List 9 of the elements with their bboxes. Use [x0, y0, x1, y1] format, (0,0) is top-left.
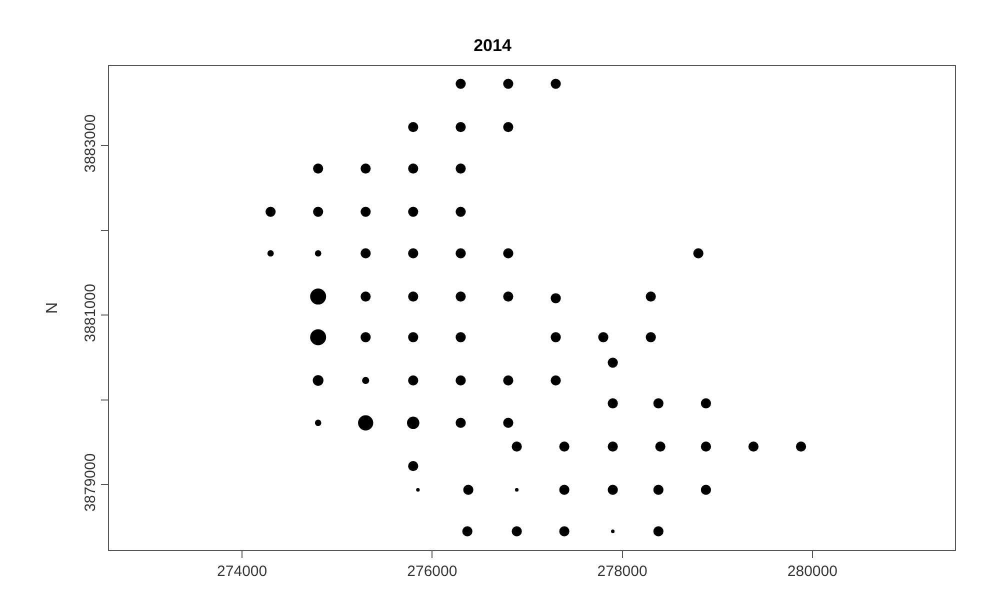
y-tick-label: 3883000 — [82, 114, 99, 173]
y-tick-label: 3879000 — [82, 453, 99, 512]
y-tick-label: 3881000 — [82, 284, 99, 342]
chart-title: 2014 — [474, 36, 512, 56]
x-tick-label: 274000 — [217, 563, 268, 580]
x-tick-label: 276000 — [407, 563, 458, 580]
x-tick-label: 278000 — [597, 563, 648, 580]
y-axis-title: N — [44, 302, 61, 314]
x-tick-label: 280000 — [787, 563, 838, 580]
